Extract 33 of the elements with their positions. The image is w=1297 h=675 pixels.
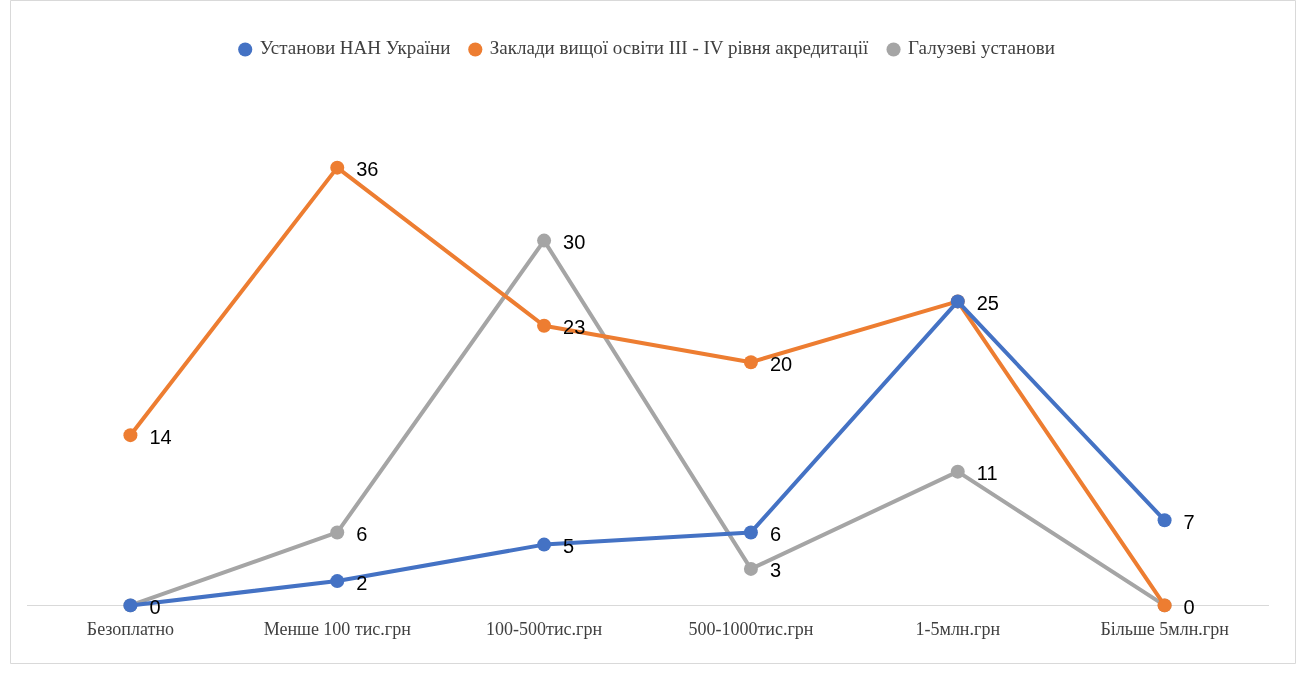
point bbox=[537, 537, 552, 552]
point bbox=[537, 233, 552, 248]
x-tick-label: Менше 100 тис.грн bbox=[263, 618, 412, 639]
data-label: 25 bbox=[976, 291, 999, 314]
data-label: 7 bbox=[1183, 510, 1195, 533]
point bbox=[330, 160, 345, 175]
data-label: 3 bbox=[769, 559, 782, 582]
legend-label: Галузеві установи bbox=[908, 37, 1055, 59]
data-label: 6 bbox=[356, 522, 368, 545]
data-label: 30 bbox=[563, 231, 586, 254]
data-label: 2 bbox=[356, 571, 368, 594]
point bbox=[743, 561, 758, 576]
x-tick-label: Більше 5млн.грн bbox=[1100, 618, 1230, 639]
point bbox=[1157, 513, 1172, 528]
data-label: 36 bbox=[356, 158, 379, 181]
point bbox=[743, 355, 758, 370]
point bbox=[330, 525, 345, 540]
data-label: 14 bbox=[149, 425, 172, 448]
point bbox=[330, 574, 345, 589]
data-label: 0 bbox=[1183, 595, 1195, 618]
x-tick-label: Безоплатно bbox=[86, 618, 175, 639]
data-label: 6 bbox=[769, 522, 782, 545]
point bbox=[950, 464, 965, 479]
legend-label: Установи НАН України bbox=[259, 37, 451, 59]
x-tick-label: 100-500тис.грн bbox=[486, 618, 603, 639]
x-tick-label: 1-5млн.грн bbox=[915, 618, 1001, 639]
data-label: 11 bbox=[976, 462, 998, 485]
point bbox=[123, 428, 138, 443]
point bbox=[537, 318, 552, 333]
legend-label: Заклади вищої освіти ІІІ - IV рівня акредитації bbox=[489, 37, 869, 59]
data-label: 20 bbox=[769, 352, 793, 375]
x-tick-label: 500-1000тис.грн bbox=[688, 618, 814, 639]
point bbox=[743, 525, 758, 540]
